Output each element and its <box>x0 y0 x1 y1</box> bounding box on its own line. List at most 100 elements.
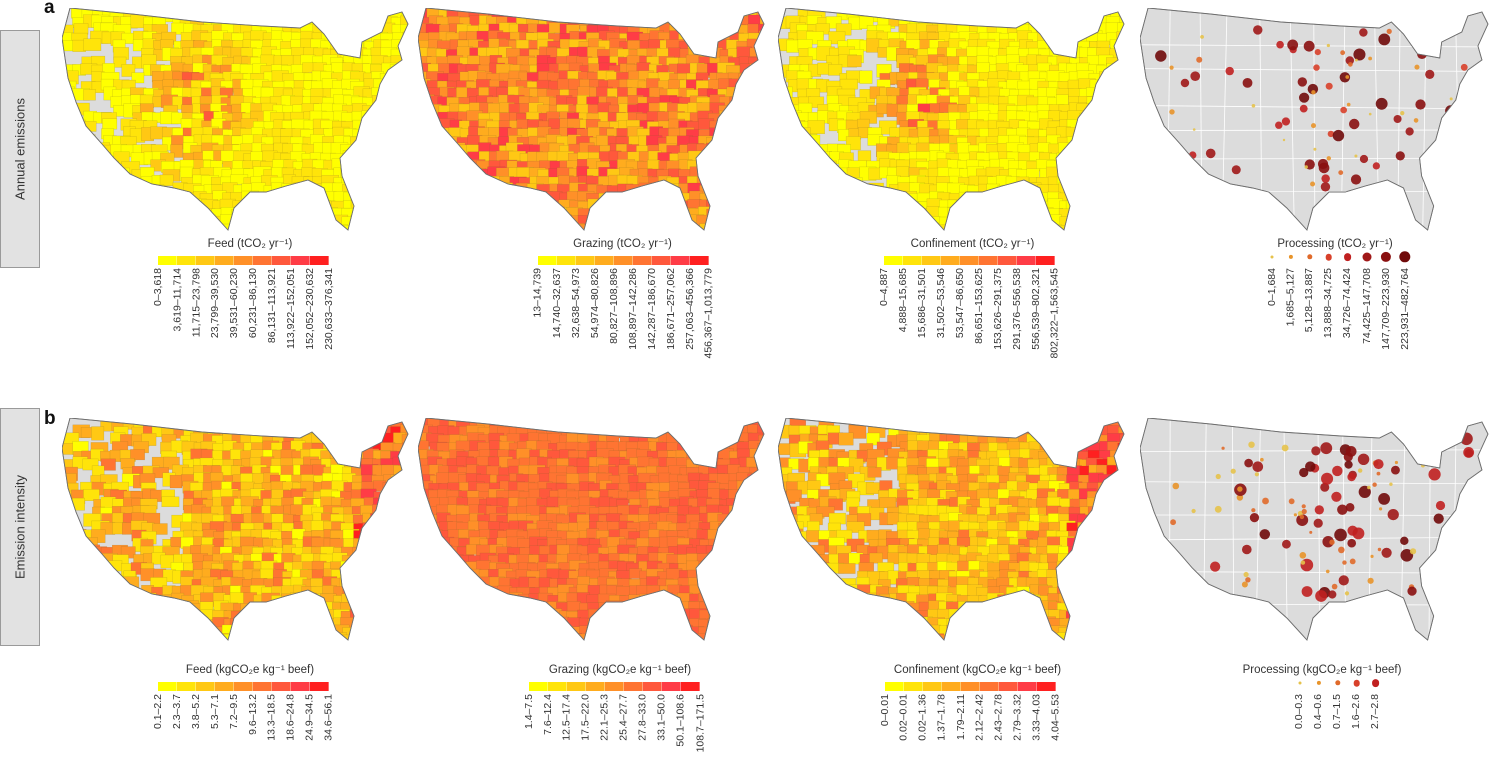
county-cell <box>897 206 912 220</box>
county-cell <box>71 223 85 230</box>
county-cell <box>382 102 400 115</box>
county-cell <box>1088 8 1106 20</box>
county-cell <box>360 528 379 540</box>
county-cell <box>381 523 399 536</box>
county-cell <box>393 505 408 520</box>
county-cell <box>747 536 760 549</box>
county-cell <box>596 617 610 629</box>
county-cell <box>637 610 655 624</box>
county-cell <box>361 618 376 630</box>
county-cell <box>449 176 467 191</box>
county-cell <box>282 608 298 623</box>
facility-dot <box>1405 127 1414 136</box>
county-cell <box>678 424 692 436</box>
county-cell <box>320 418 334 430</box>
facility-dot <box>1412 26 1419 34</box>
county-cell <box>548 632 563 640</box>
county-cell <box>987 208 1003 221</box>
county-cell <box>636 633 653 640</box>
county-cell <box>786 39 800 53</box>
county-cell <box>62 134 74 147</box>
county-cell <box>402 602 408 614</box>
county-cell <box>418 135 434 149</box>
county-cell <box>737 641 750 643</box>
county-cell <box>360 418 374 430</box>
county-cell <box>998 199 1013 212</box>
county-cell <box>448 576 467 591</box>
county-cell <box>419 594 436 606</box>
county-cell <box>1018 217 1034 229</box>
county-cell <box>103 160 119 175</box>
county-cell <box>403 86 408 100</box>
county-cell <box>291 624 310 639</box>
county-cell <box>977 418 996 431</box>
county-cell <box>688 8 703 21</box>
county-cell <box>958 232 976 233</box>
county-cell <box>342 24 357 36</box>
county-cell <box>379 497 399 510</box>
county-cell <box>609 625 628 640</box>
county-cell <box>302 624 321 639</box>
county-cell <box>698 424 713 439</box>
county-cell <box>515 182 529 194</box>
county-cell <box>1067 223 1081 230</box>
county-cell <box>858 232 871 233</box>
county-cell <box>727 103 744 117</box>
county-cell <box>757 561 764 576</box>
county-cell <box>477 602 496 616</box>
county-cell <box>400 544 408 559</box>
county-cell <box>170 216 186 230</box>
county-cell <box>907 232 924 233</box>
county-cell <box>401 167 408 180</box>
county-cell <box>435 214 451 229</box>
county-cell <box>726 546 742 561</box>
county-cell <box>132 215 147 227</box>
county-cell <box>82 537 98 552</box>
county-cell <box>1008 190 1022 206</box>
county-cell <box>403 497 408 513</box>
facility-dot <box>1425 69 1435 79</box>
county-cell <box>1079 129 1097 141</box>
county-cell <box>758 537 764 551</box>
county-cell <box>976 8 994 19</box>
county-cell <box>373 168 391 180</box>
county-cell <box>436 626 455 640</box>
county-cell <box>372 418 387 430</box>
county-cell <box>748 600 763 613</box>
county-cell <box>696 38 710 50</box>
county-cell <box>748 136 762 151</box>
county-cell <box>393 616 408 630</box>
county-cell <box>459 176 475 190</box>
county-cell <box>419 110 435 124</box>
county-cell <box>250 602 267 615</box>
county-cell <box>418 537 431 549</box>
county-cell <box>192 9 209 23</box>
county-cell <box>668 418 686 430</box>
county-cell <box>141 217 156 229</box>
county-cell <box>928 8 946 21</box>
county-cell <box>1006 206 1020 218</box>
county-cell <box>1066 433 1084 447</box>
county-cell <box>311 617 328 631</box>
county-cell <box>756 569 764 583</box>
county-cell <box>739 128 753 140</box>
facility-dot <box>1169 65 1174 70</box>
county-cell <box>778 209 792 222</box>
county-cell <box>749 79 764 93</box>
county-cell <box>342 32 356 45</box>
county-cell <box>959 223 978 230</box>
county-cell <box>716 8 734 22</box>
county-cell <box>707 425 721 439</box>
county-cell <box>758 544 764 557</box>
county-cell <box>1117 47 1124 60</box>
county-cell <box>93 207 109 219</box>
county-cell <box>516 224 535 230</box>
county-cell <box>436 618 455 630</box>
county-cell <box>380 167 394 179</box>
county-cell <box>383 584 400 599</box>
county-cell <box>1078 22 1093 36</box>
county-cell <box>353 166 367 180</box>
county-cell <box>997 231 1009 233</box>
county-cell <box>818 215 833 228</box>
county-cell <box>418 520 437 535</box>
